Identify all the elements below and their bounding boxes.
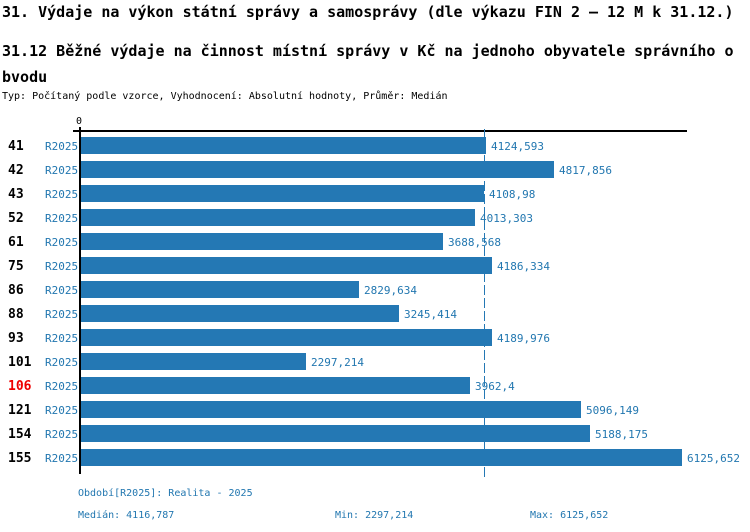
- bar-value-label: 3688,568: [448, 236, 501, 249]
- bar[interactable]: [81, 425, 590, 442]
- row-id-label: 101: [8, 355, 32, 370]
- row-series-label: R2025: [45, 140, 79, 153]
- bar[interactable]: [81, 137, 486, 154]
- row-series-label: R2025: [45, 260, 79, 273]
- row-id-label: 106: [8, 379, 32, 394]
- bar-value-label: 3245,414: [404, 308, 457, 321]
- bar[interactable]: [81, 209, 475, 226]
- bar-value-label: 4189,976: [497, 332, 550, 345]
- min-stat: Min: 2297,214: [335, 510, 414, 521]
- period-info: Období[R2025]: Realita - 2025: [78, 488, 253, 499]
- row-id-label: 41: [8, 139, 24, 154]
- row-id-label: 121: [8, 403, 32, 418]
- row-series-label: R2025: [45, 452, 79, 465]
- indicator-subtitle: 31.12 Běžné výdaje na činnost místní spr…: [2, 42, 734, 86]
- bar[interactable]: [81, 449, 682, 466]
- row-id-label: 61: [8, 235, 24, 250]
- row-id-label: 155: [8, 451, 32, 466]
- bar-value-label: 5188,175: [595, 428, 648, 441]
- axis-top-line: [73, 130, 687, 132]
- bar[interactable]: [81, 161, 554, 178]
- median-reference-line: [484, 129, 485, 479]
- row-series-label: R2025: [45, 188, 79, 201]
- row-series-label: R2025: [45, 356, 79, 369]
- row-id-label: 154: [8, 427, 32, 442]
- bar-value-label: 2297,214: [311, 356, 364, 369]
- bar[interactable]: [81, 185, 484, 202]
- row-series-label: R2025: [45, 404, 79, 417]
- row-series-label: R2025: [45, 332, 79, 345]
- row-id-label: 86: [8, 283, 24, 298]
- bar[interactable]: [81, 329, 492, 346]
- row-series-label: R2025: [45, 284, 79, 297]
- bar-value-label: 4013,303: [480, 212, 533, 225]
- row-series-label: R2025: [45, 380, 79, 393]
- bar[interactable]: [81, 281, 359, 298]
- max-stat: Max: 6125,652: [530, 510, 609, 521]
- row-id-label: 52: [8, 211, 24, 226]
- bar[interactable]: [81, 401, 581, 418]
- bar[interactable]: [81, 353, 306, 370]
- bar-value-label: 3962,4: [475, 380, 515, 393]
- bar-value-label: 4108,98: [489, 188, 536, 201]
- axis-zero-tick-label: 0: [76, 116, 83, 127]
- row-series-label: R2025: [45, 236, 79, 249]
- bar[interactable]: [81, 233, 443, 250]
- bar[interactable]: [81, 377, 470, 394]
- bar-value-label: 6125,652: [687, 452, 740, 465]
- bar[interactable]: [81, 257, 492, 274]
- indicator-meta-line: Typ: Počítaný podle vzorce, Vyhodnocení:…: [2, 91, 448, 102]
- bar-value-label: 5096,149: [586, 404, 639, 417]
- row-id-label: 93: [8, 331, 24, 346]
- row-series-label: R2025: [45, 308, 79, 321]
- bar-value-label: 4186,334: [497, 260, 550, 273]
- row-id-label: 75: [8, 259, 24, 274]
- bar-value-label: 4817,856: [559, 164, 612, 177]
- median-stat: Medián: 4116,787: [78, 510, 175, 521]
- bar-value-label: 2829,634: [364, 284, 417, 297]
- row-id-label: 42: [8, 163, 24, 178]
- row-id-label: 43: [8, 187, 24, 202]
- axis-left-line: [79, 127, 81, 474]
- bar-value-label: 4124,593: [491, 140, 544, 153]
- row-series-label: R2025: [45, 164, 79, 177]
- bar[interactable]: [81, 305, 399, 322]
- row-id-label: 88: [8, 307, 24, 322]
- row-series-label: R2025: [45, 428, 79, 441]
- row-series-label: R2025: [45, 212, 79, 225]
- page-title: 31. Výdaje na výkon státní správy a samo…: [2, 3, 734, 21]
